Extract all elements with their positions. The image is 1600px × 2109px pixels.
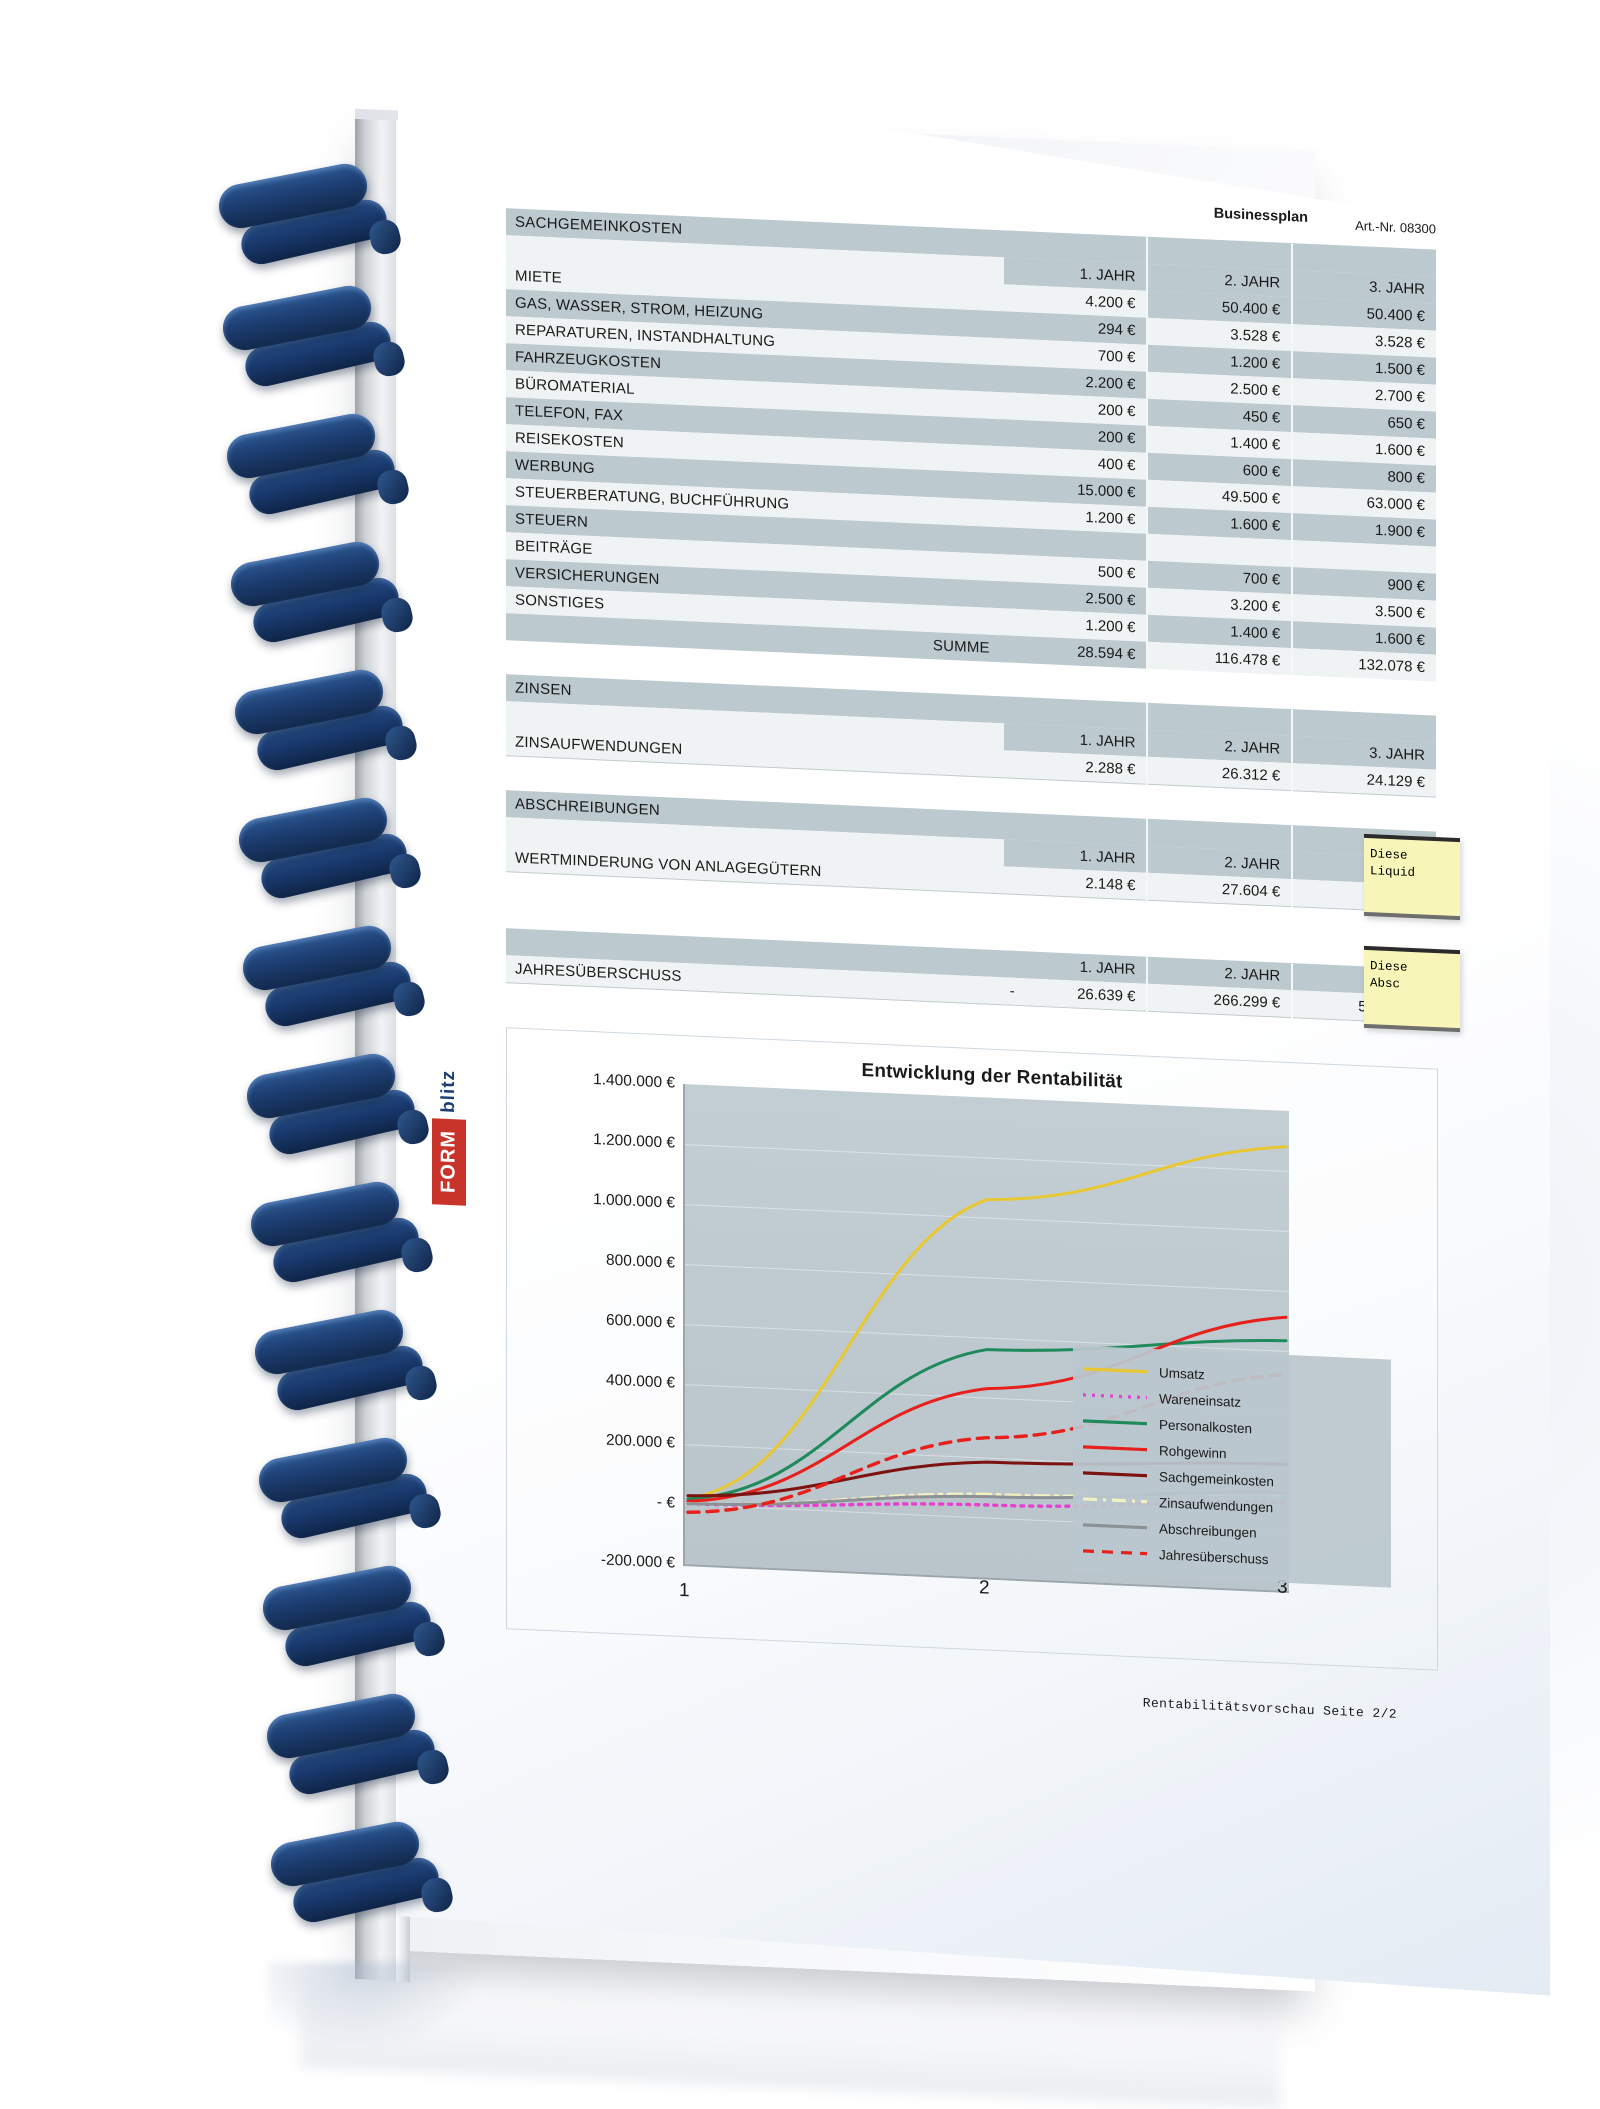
y-tick-label: 1.400.000 €	[593, 1071, 675, 1092]
page-content: Businessplan Art.-Nr. 08300 SACHGEMEINKO…	[506, 174, 1436, 1670]
y-tick-label: - €	[656, 1493, 675, 1512]
legend-label: Jahresüberschuss	[1159, 1546, 1269, 1567]
y-tick-label: 600.000 €	[606, 1311, 675, 1332]
legend-label: Wareneinsatz	[1159, 1390, 1242, 1410]
legend-swatch-abschreibungen	[1081, 1519, 1149, 1534]
header-title: Businessplan	[1213, 205, 1308, 226]
legend-item: Rohgewinn	[1081, 1434, 1381, 1473]
spiral-coil	[239, 922, 428, 1062]
legend-item: Umsatz	[1081, 1356, 1381, 1395]
chart-series-personalkosten	[688, 1314, 1286, 1525]
spiral-coil	[227, 538, 416, 678]
legend-swatch-sachgemeinkosten	[1081, 1467, 1149, 1482]
spiral-coil	[243, 1050, 432, 1190]
spiral-coil	[215, 160, 404, 300]
sticky-note-line2: Absc	[1370, 976, 1401, 992]
legend-swatch-wareneinsatz	[1081, 1389, 1149, 1404]
legend-label: Sachgemeinkosten	[1159, 1468, 1274, 1489]
y-tick-label: 800.000 €	[606, 1251, 675, 1272]
legend-swatch-personalkosten	[1081, 1415, 1149, 1430]
legend-label: Zinsaufwendungen	[1159, 1494, 1274, 1515]
legend-item: Jahresüberschuss	[1081, 1538, 1381, 1577]
legend-label: Personalkosten	[1159, 1416, 1253, 1436]
negative-sign: -	[1009, 982, 1015, 1000]
x-tick-label: 2	[979, 1577, 990, 1599]
legend-item: Personalkosten	[1081, 1408, 1381, 1447]
legend-item: Sachgemeinkosten	[1081, 1460, 1381, 1499]
formblitz-logo: blitz FORM	[432, 1054, 468, 1206]
page-footer: Rentabilitätsvorschau Seite 2/2	[1142, 1695, 1397, 1722]
chart-y-axis: 1.400.000 € 1.200.000 € 1.000.000 € 800.…	[507, 1076, 675, 1563]
y-tick-label: 1.200.000 €	[593, 1131, 675, 1152]
sticky-note-liquiditaet[interactable]: Diese Liquid	[1364, 833, 1460, 921]
chart-series-rohgewinn	[688, 1291, 1286, 1528]
legend-item: Zinsaufwendungen	[1081, 1486, 1381, 1525]
spiral-coil	[259, 1562, 448, 1702]
legend-label: Rohgewinn	[1159, 1442, 1227, 1461]
y-tick-label: 400.000 €	[606, 1371, 675, 1392]
y-tick-label: -200.000 €	[600, 1551, 675, 1572]
spiral-coil	[223, 410, 412, 550]
cell-year1-value: 26.639 €	[1077, 985, 1136, 1006]
x-tick-label: 1	[679, 1579, 690, 1602]
document-page: Businessplan Art.-Nr. 08300 SACHGEMEINKO…	[398, 49, 1550, 1995]
spiral-coil	[255, 1434, 444, 1574]
spiral-coil	[235, 794, 424, 934]
legend-swatch-umsatz	[1081, 1363, 1149, 1378]
spiral-coil	[251, 1306, 440, 1446]
spiral-coil	[247, 1178, 436, 1318]
legend-item: Abschreibungen	[1081, 1512, 1381, 1551]
legend-label: Abschreibungen	[1159, 1520, 1257, 1541]
spiral-coil	[267, 1818, 456, 1958]
legend-swatch-zinsaufwendungen	[1081, 1493, 1149, 1508]
chart-series-wareneinsatz	[688, 1475, 1286, 1530]
spiral-coil	[231, 666, 420, 806]
sticky-note-line2: Liquid	[1370, 864, 1416, 881]
chart-legend: Umsatz Wareneinsatz Personalkosten Rohgewin…	[1073, 1345, 1391, 1587]
sticky-note-abschreibung[interactable]: Diese Absc	[1364, 945, 1460, 1033]
y-tick-label: 1.000.000 €	[593, 1191, 675, 1212]
cell-year2: 266.299 €	[1147, 984, 1292, 1018]
legend-swatch-rohgewinn	[1081, 1441, 1149, 1456]
legend-item: Wareneinsatz	[1081, 1382, 1381, 1421]
cell-year1: - 26.639 €	[1004, 977, 1148, 1011]
legend-swatch-jahresüberschuss	[1081, 1545, 1149, 1560]
chart-rentabilitaet: Entwicklung der Rentabilität 1.400.000 €…	[506, 1027, 1438, 1671]
table-sachgemeinkosten: SACHGEMEINKOSTEN 1. JAHR 2. JAHR 3. JAHR…	[506, 208, 1436, 681]
logo-form-text: FORM	[432, 1118, 466, 1206]
spiral-coil	[263, 1690, 452, 1830]
y-tick-label: 200.000 €	[606, 1431, 675, 1452]
chart-series-umsatz	[688, 1120, 1286, 1525]
legend-label: Umsatz	[1159, 1364, 1205, 1382]
coil-floor-reflection	[268, 1962, 488, 2052]
header-article: Art.-Nr. 08300	[1355, 217, 1436, 237]
spiral-coil	[219, 282, 408, 422]
